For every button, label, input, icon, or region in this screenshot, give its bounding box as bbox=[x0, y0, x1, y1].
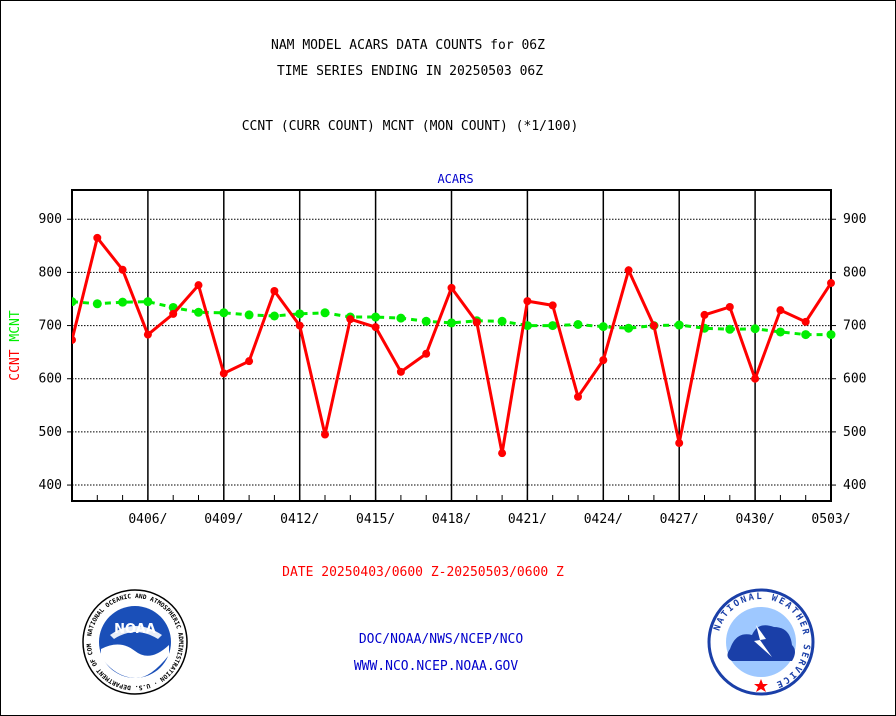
x-tick-label: 0427/ bbox=[660, 512, 699, 527]
y-tick-label-left: 700 bbox=[39, 319, 62, 334]
data-point-ccnt bbox=[751, 374, 760, 383]
data-point-mcnt bbox=[194, 307, 203, 317]
data-point-ccnt bbox=[447, 283, 456, 292]
data-point-ccnt bbox=[548, 301, 557, 310]
data-point-mcnt bbox=[244, 310, 254, 320]
data-point-ccnt bbox=[396, 367, 405, 376]
data-point-ccnt bbox=[72, 335, 76, 344]
x-tick-label: 0430/ bbox=[736, 512, 775, 527]
data-point-ccnt bbox=[523, 297, 532, 306]
data-point-ccnt bbox=[321, 430, 329, 439]
data-point-ccnt bbox=[245, 357, 254, 366]
data-point-mcnt bbox=[72, 297, 77, 307]
noaa-logo-text: NOAA bbox=[114, 622, 156, 637]
y-tick-label-left: 800 bbox=[39, 265, 62, 280]
data-point-ccnt bbox=[675, 439, 684, 448]
y-tick-label-left: 400 bbox=[39, 478, 62, 493]
data-point-ccnt bbox=[700, 310, 709, 319]
data-point-mcnt bbox=[295, 309, 305, 319]
noaa-logo: NATIONAL OCEANIC AND ATMOSPHERIC ADMINIS… bbox=[80, 587, 188, 695]
y-tick-label-left: 900 bbox=[39, 212, 62, 227]
x-tick-label: 0421/ bbox=[508, 512, 547, 527]
y-tick-label-right: 500 bbox=[843, 425, 866, 440]
x-tick-label: 0415/ bbox=[356, 512, 395, 527]
data-point-mcnt bbox=[598, 322, 608, 332]
data-point-ccnt bbox=[194, 281, 203, 290]
y-axis-label: CCNT MCNT bbox=[8, 310, 23, 381]
x-tick-label: 0412/ bbox=[280, 512, 319, 527]
data-point-mcnt bbox=[573, 320, 583, 330]
data-point-mcnt bbox=[269, 311, 279, 321]
y-axis-label-ccnt: CCNT bbox=[8, 342, 23, 381]
data-point-ccnt bbox=[801, 317, 810, 326]
data-point-ccnt bbox=[219, 369, 228, 378]
data-point-ccnt bbox=[422, 349, 431, 358]
chart-subtitle: CCNT (CURR COUNT) MCNT (MON COUNT) (*1/1… bbox=[241, 119, 579, 134]
title-line-2: TIME SERIES ENDING IN 20250503 06Z bbox=[276, 64, 544, 79]
data-point-mcnt bbox=[801, 330, 811, 340]
data-point-ccnt bbox=[725, 302, 734, 311]
data-point-mcnt bbox=[421, 316, 431, 326]
data-point-ccnt bbox=[498, 449, 507, 458]
data-point-mcnt bbox=[624, 323, 634, 333]
data-point-ccnt bbox=[346, 315, 355, 324]
data-point-mcnt bbox=[396, 313, 406, 323]
x-tick-label: 0406/ bbox=[128, 512, 167, 527]
title-line-1: NAM MODEL ACARS DATA COUNTS for 06Z bbox=[271, 38, 545, 53]
data-point-ccnt bbox=[295, 321, 304, 330]
data-point-mcnt bbox=[826, 330, 836, 340]
nws-logo: NATIONAL WEATHER SERVICE bbox=[707, 588, 815, 696]
y-tick-label-right: 700 bbox=[843, 319, 866, 334]
data-point-ccnt bbox=[118, 265, 127, 274]
data-point-ccnt bbox=[270, 287, 279, 296]
data-point-ccnt bbox=[599, 356, 608, 365]
data-point-mcnt bbox=[750, 324, 760, 334]
y-tick-label-left: 500 bbox=[39, 425, 62, 440]
y-axis-label-mcnt: MCNT bbox=[8, 310, 23, 341]
data-point-ccnt bbox=[827, 279, 835, 288]
chart-title: ACARS bbox=[437, 172, 473, 186]
y-tick-label-right: 600 bbox=[843, 372, 866, 387]
acars-time-series-chart: 400 400 500 500 600 600 700 700 800 800 900 900 0406… bbox=[8, 172, 866, 527]
data-point-mcnt bbox=[143, 297, 153, 307]
data-point-mcnt bbox=[320, 308, 330, 318]
data-point-mcnt bbox=[92, 299, 102, 309]
data-point-ccnt bbox=[649, 321, 658, 330]
data-point-mcnt bbox=[447, 318, 456, 328]
data-point-ccnt bbox=[472, 318, 481, 327]
y-tick-label-left: 600 bbox=[39, 372, 62, 387]
data-point-ccnt bbox=[574, 392, 582, 401]
data-point-mcnt bbox=[775, 327, 785, 337]
data-point-mcnt bbox=[371, 312, 381, 322]
agency-label: DOC/NOAA/NWS/NCEP/NCO bbox=[358, 632, 524, 647]
y-tick-label-right: 800 bbox=[843, 265, 866, 280]
x-tick-label: 0418/ bbox=[432, 512, 471, 527]
y-tick-label-right: 900 bbox=[843, 212, 866, 227]
data-point-mcnt bbox=[674, 320, 684, 330]
data-point-mcnt bbox=[725, 324, 735, 334]
data-point-mcnt bbox=[118, 297, 128, 307]
data-point-ccnt bbox=[143, 330, 152, 339]
data-point-ccnt bbox=[371, 323, 380, 332]
x-tick-label: 0409/ bbox=[204, 512, 243, 527]
website-link[interactable]: WWW.NCO.NCEP.NOAA.GOV bbox=[353, 659, 519, 674]
y-tick-label-right: 400 bbox=[843, 478, 866, 493]
data-point-ccnt bbox=[169, 309, 178, 318]
data-point-ccnt bbox=[93, 233, 102, 242]
data-point-mcnt bbox=[497, 316, 507, 326]
data-point-ccnt bbox=[776, 306, 785, 315]
data-point-ccnt bbox=[624, 266, 633, 275]
x-tick-label: 0503/ bbox=[811, 512, 850, 527]
data-point-mcnt bbox=[548, 321, 558, 331]
date-range-label: DATE 20250403/0600 Z-20250503/0600 Z bbox=[282, 565, 564, 580]
x-tick-label: 0424/ bbox=[584, 512, 623, 527]
data-point-mcnt bbox=[219, 308, 229, 318]
